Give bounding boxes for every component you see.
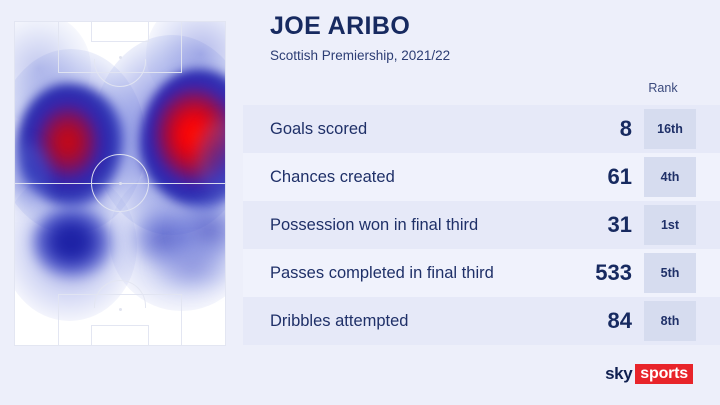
six-yard-box-bottom — [91, 325, 149, 346]
stat-value: 84 — [607, 308, 632, 333]
stat-rank-badge: 1st — [644, 205, 696, 245]
sports-wordmark: sports — [635, 363, 693, 384]
center-circle — [91, 154, 149, 212]
penalty-spot-bottom — [118, 308, 122, 311]
penalty-spot-top — [118, 56, 122, 59]
table-row: Chances created 61 4th — [243, 153, 720, 201]
page-subtitle: Scottish Premiership, 2021/22 — [270, 48, 451, 63]
stat-value: 61 — [607, 164, 632, 189]
stat-rank-badge: 8th — [644, 301, 696, 341]
stat-rank-badge: 16th — [644, 109, 696, 149]
table-row: Passes completed in final third 533 5th — [243, 249, 720, 297]
six-yard-box-top — [91, 21, 149, 42]
stat-rank-badge: 5th — [644, 253, 696, 293]
stats-table: Goals scored 8 16th Chances created 61 4… — [243, 105, 720, 345]
football-pitch-heatmap — [14, 21, 226, 346]
stat-label: Goals scored — [270, 119, 368, 138]
stat-label: Dribbles attempted — [270, 311, 409, 330]
stat-value: 31 — [607, 212, 632, 237]
stat-label: Possession won in final third — [270, 215, 479, 234]
page-title: JOE ARIBO — [270, 12, 411, 40]
sky-wordmark: sky — [605, 364, 633, 383]
center-spot — [118, 181, 122, 185]
stat-label: Passes completed in final third — [270, 263, 494, 282]
rank-column-header: Rank — [648, 81, 678, 95]
table-row: Goals scored 8 16th — [243, 105, 720, 153]
heatmap-panel — [0, 0, 243, 405]
stat-label: Chances created — [270, 167, 395, 186]
table-row: Possession won in final third 31 1st — [243, 201, 720, 249]
stat-value: 8 — [619, 116, 632, 141]
stat-value: 533 — [595, 260, 632, 285]
sky-sports-logo: sky sports — [605, 363, 693, 384]
stats-panel: JOE ARIBO Scottish Premiership, 2021/22 … — [243, 0, 720, 405]
pitch-markings — [14, 21, 226, 346]
stat-rank-badge: 4th — [644, 157, 696, 197]
table-row: Dribbles attempted 84 8th — [243, 297, 720, 345]
